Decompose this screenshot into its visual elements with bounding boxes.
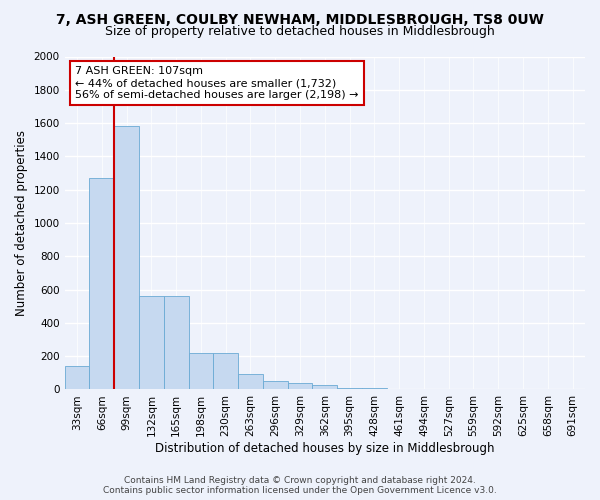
Bar <box>263 381 287 390</box>
X-axis label: Distribution of detached houses by size in Middlesbrough: Distribution of detached houses by size … <box>155 442 494 455</box>
Bar <box>139 296 164 390</box>
Bar <box>238 374 263 390</box>
Text: 7 ASH GREEN: 107sqm
← 44% of detached houses are smaller (1,732)
56% of semi-det: 7 ASH GREEN: 107sqm ← 44% of detached ho… <box>75 66 359 100</box>
Text: Size of property relative to detached houses in Middlesbrough: Size of property relative to detached ho… <box>105 25 495 38</box>
Text: 7, ASH GREEN, COULBY NEWHAM, MIDDLESBROUGH, TS8 0UW: 7, ASH GREEN, COULBY NEWHAM, MIDDLESBROU… <box>56 12 544 26</box>
Bar <box>89 178 114 390</box>
Text: Contains HM Land Registry data © Crown copyright and database right 2024.
Contai: Contains HM Land Registry data © Crown c… <box>103 476 497 495</box>
Bar <box>164 296 188 390</box>
Bar <box>287 383 313 390</box>
Bar <box>65 366 89 390</box>
Y-axis label: Number of detached properties: Number of detached properties <box>15 130 28 316</box>
Bar <box>313 386 337 390</box>
Bar <box>362 388 387 390</box>
Bar <box>114 126 139 390</box>
Bar <box>188 353 214 390</box>
Bar <box>214 353 238 390</box>
Bar <box>337 388 362 390</box>
